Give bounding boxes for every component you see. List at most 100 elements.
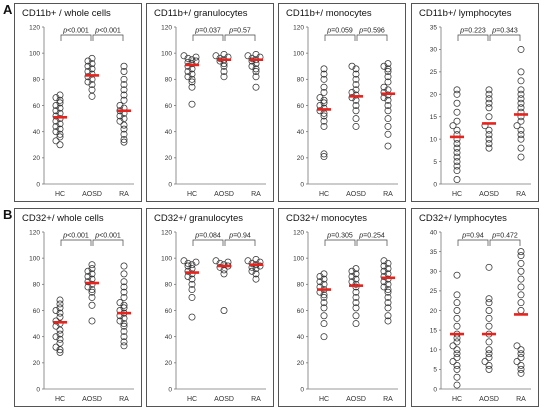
data-point bbox=[384, 259, 392, 267]
y-tick-label: 80 bbox=[165, 77, 173, 84]
data-point bbox=[88, 86, 96, 94]
data-point bbox=[517, 259, 525, 267]
row-label-b: B bbox=[3, 207, 12, 222]
y-tick-label: 0 bbox=[300, 181, 304, 188]
data-point bbox=[256, 262, 264, 270]
panel-frame bbox=[146, 3, 274, 202]
data-point bbox=[220, 73, 228, 81]
panel-6: CD32+/ monocytes 0 20 40 60 80 100 120 HC AOSD RA p… bbox=[278, 208, 406, 407]
data-point bbox=[88, 261, 96, 269]
data-point bbox=[56, 91, 64, 99]
data-point bbox=[352, 320, 360, 328]
data-point bbox=[320, 88, 328, 96]
data-point bbox=[517, 153, 525, 161]
data-point bbox=[88, 288, 96, 296]
y-tick-label: 80 bbox=[297, 77, 305, 84]
comparison-bracket bbox=[92, 34, 124, 41]
p-value-label: p=0.94 bbox=[461, 233, 484, 240]
data-point bbox=[120, 288, 128, 296]
p-value-label: p=0.596 bbox=[358, 28, 385, 35]
data-point bbox=[56, 313, 64, 321]
data-point bbox=[485, 299, 493, 307]
data-point bbox=[485, 90, 493, 98]
category-label: AOSD bbox=[346, 191, 366, 198]
data-point bbox=[188, 261, 196, 269]
data-point bbox=[485, 314, 493, 322]
data-point bbox=[384, 73, 392, 81]
y-tick-label: 5 bbox=[433, 367, 437, 374]
data-point bbox=[56, 96, 64, 104]
category-label: AOSD bbox=[346, 396, 366, 403]
data-point bbox=[485, 144, 493, 152]
y-tick-label: 0 bbox=[300, 386, 304, 393]
comparison-bracket bbox=[224, 239, 256, 246]
y-tick-label: 0 bbox=[36, 181, 40, 188]
data-point bbox=[88, 60, 96, 68]
data-point bbox=[184, 68, 192, 75]
data-point bbox=[517, 131, 525, 139]
data-point bbox=[120, 293, 128, 301]
data-point bbox=[384, 122, 392, 130]
data-point bbox=[352, 304, 360, 312]
comparison-bracket bbox=[489, 34, 521, 41]
panel-frame bbox=[146, 208, 274, 407]
data-point bbox=[52, 343, 60, 351]
data-point bbox=[485, 140, 493, 148]
data-point bbox=[212, 257, 220, 265]
y-tick-label: 20 bbox=[297, 155, 305, 162]
data-point bbox=[56, 125, 64, 133]
data-point bbox=[116, 117, 124, 125]
y-tick-label: 100 bbox=[293, 255, 304, 262]
data-point bbox=[120, 86, 128, 94]
data-point bbox=[352, 122, 360, 130]
data-point bbox=[52, 137, 60, 145]
data-point bbox=[352, 115, 360, 123]
y-tick-label: 80 bbox=[297, 282, 305, 289]
row-label-a: A bbox=[3, 2, 13, 17]
panel-title: CD11b+/ lymphocytes bbox=[419, 8, 512, 19]
y-tick-label: 20 bbox=[33, 360, 41, 367]
y-tick-label: 15 bbox=[430, 114, 438, 121]
y-tick-label: 100 bbox=[161, 50, 172, 57]
data-point bbox=[120, 75, 128, 83]
data-point bbox=[453, 108, 461, 116]
y-tick-label: 40 bbox=[165, 129, 173, 136]
y-tick-label: 100 bbox=[161, 255, 172, 262]
data-point bbox=[120, 342, 128, 350]
data-point bbox=[88, 280, 96, 288]
p-value-label: p=0.305 bbox=[326, 233, 353, 240]
data-point bbox=[384, 142, 392, 150]
data-point bbox=[453, 361, 461, 369]
data-point bbox=[120, 138, 128, 146]
data-point bbox=[453, 314, 461, 322]
data-point bbox=[517, 299, 525, 307]
data-point bbox=[184, 262, 192, 270]
data-point bbox=[316, 278, 324, 286]
y-tick-label: 120 bbox=[293, 24, 304, 31]
p-value-label: p<0.001 bbox=[62, 233, 89, 240]
y-tick-label: 35 bbox=[430, 249, 438, 256]
data-point bbox=[517, 350, 525, 358]
data-point bbox=[453, 350, 461, 358]
data-point bbox=[84, 62, 92, 70]
data-point bbox=[320, 112, 328, 120]
data-point bbox=[384, 60, 392, 68]
data-point bbox=[517, 68, 525, 76]
data-point bbox=[453, 299, 461, 307]
data-point bbox=[116, 317, 124, 325]
panel-frame bbox=[411, 3, 539, 202]
category-label: RA bbox=[251, 191, 261, 198]
category-label: AOSD bbox=[479, 191, 499, 198]
data-point bbox=[517, 354, 525, 362]
category-label: AOSD bbox=[214, 191, 234, 198]
y-tick-label: 0 bbox=[433, 386, 437, 393]
data-point bbox=[453, 338, 461, 346]
data-point bbox=[212, 52, 220, 60]
panel-1: CD11b+/ granulocytes 0 20 40 60 80 100 120 HC AOS… bbox=[146, 3, 274, 202]
data-point bbox=[485, 263, 493, 271]
data-point bbox=[485, 99, 493, 107]
data-point bbox=[453, 373, 461, 381]
data-point bbox=[252, 275, 260, 283]
data-point bbox=[320, 65, 328, 73]
